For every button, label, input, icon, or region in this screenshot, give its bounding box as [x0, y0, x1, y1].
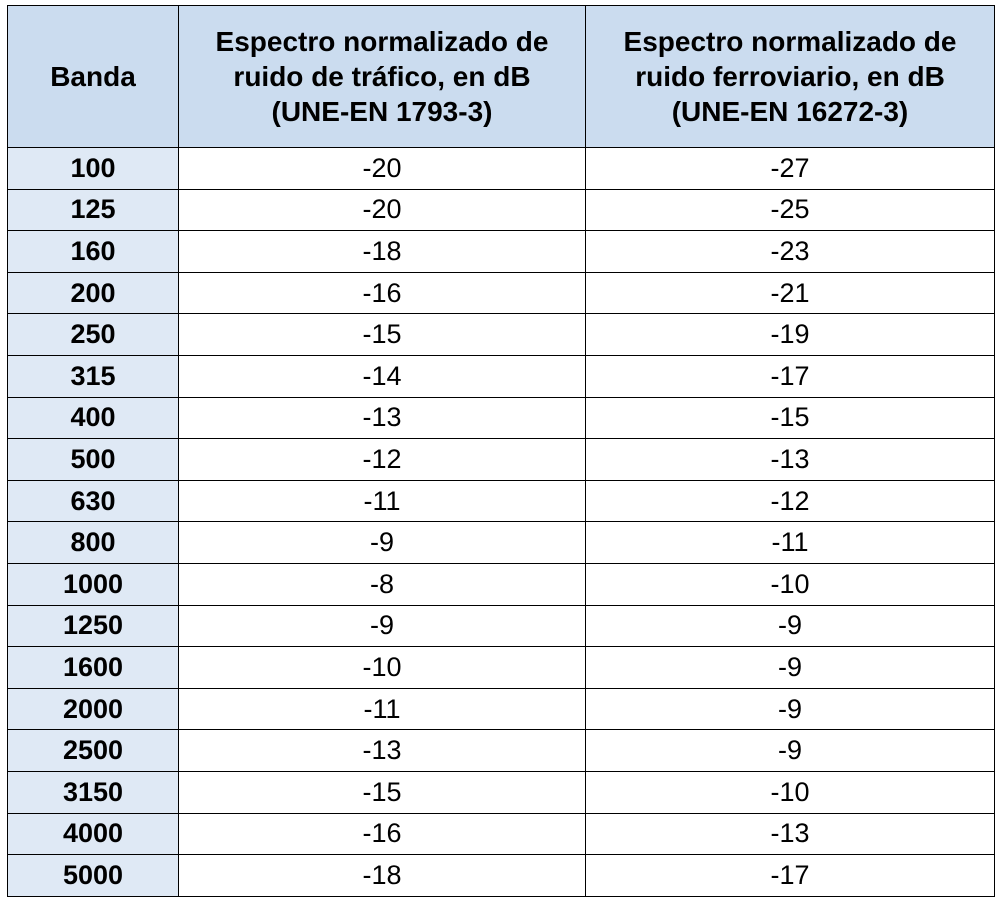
band-cell: 2500	[7, 729, 179, 772]
table-row: 2500 -13 -9	[7, 729, 995, 772]
rail-value-cell: -15	[585, 396, 995, 440]
table-body: 100 -20 -27 125 -20 -25 160 -18 -23 200 -16 -21 250-…	[7, 147, 995, 897]
rail-value-cell: -17	[585, 354, 995, 398]
band-cell: 160	[7, 230, 179, 273]
table-row: 4000 -16 -13	[7, 812, 995, 856]
header-line: Espectro normalizado de	[215, 26, 549, 57]
traffic-value-cell: -15	[178, 313, 586, 356]
traffic-value-cell: -9	[178, 521, 586, 564]
table-row: 3150 -15 -10	[7, 770, 995, 814]
table-row: 160 -18 -23	[7, 230, 995, 273]
traffic-value-cell: -15	[178, 770, 586, 814]
header-line: (UNE-EN 16272-3)	[671, 96, 909, 127]
rail-spectrum-column-header: Espectro normalizado de ruido ferroviari…	[585, 5, 995, 148]
table-row: 400 -13 -15	[7, 396, 995, 440]
traffic-value-cell: -11	[178, 479, 586, 523]
band-cell: 1600	[7, 646, 179, 689]
table-row: 630 -11 -12	[7, 479, 995, 523]
table-row: 315 -14 -17	[7, 354, 995, 398]
traffic-value-cell: -10	[178, 646, 586, 689]
rail-value-cell: -17	[585, 854, 995, 897]
rail-value-cell: -19	[585, 313, 995, 356]
table-row: 1000 -8 -10	[7, 562, 995, 606]
band-cell: 500	[7, 438, 179, 481]
traffic-value-cell: -20	[178, 188, 586, 232]
table-row: 2000 -11 -9	[7, 687, 995, 731]
rail-value-cell: -25	[585, 188, 995, 232]
band-cell: 630	[7, 479, 179, 523]
band-cell: 3150	[7, 770, 179, 814]
rail-value-cell: -21	[585, 271, 995, 315]
table-row: 125 -20 -25	[7, 188, 995, 232]
header-line: (UNE-EN 1793-3)	[271, 96, 493, 127]
traffic-value-cell: -18	[178, 854, 586, 897]
band-cell: 800	[7, 521, 179, 564]
rail-value-cell: -9	[585, 729, 995, 772]
traffic-value-cell: -9	[178, 604, 586, 648]
rail-value-cell: -11	[585, 521, 995, 564]
band-cell: 100	[7, 147, 179, 190]
rail-value-cell: -10	[585, 770, 995, 814]
table-row: 1250 -9 -9	[7, 604, 995, 648]
rail-value-cell: -9	[585, 646, 995, 689]
table-row: 100 -20 -27	[7, 147, 995, 190]
traffic-value-cell: -8	[178, 562, 586, 606]
rail-value-cell: -10	[585, 562, 995, 606]
traffic-value-cell: -11	[178, 687, 586, 731]
table-row: 5000 -18 -17	[7, 854, 995, 897]
traffic-value-cell: -16	[178, 271, 586, 315]
band-cell: 200	[7, 271, 179, 315]
band-cell: 125	[7, 188, 179, 232]
band-cell: 1250	[7, 604, 179, 648]
header-line: Espectro normalizado de	[623, 26, 957, 57]
noise-spectrum-table: Banda Espectro normalizado de ruido de t…	[7, 5, 995, 897]
header-row: Banda Espectro normalizado de ruido de t…	[7, 5, 995, 148]
traffic-value-cell: -18	[178, 230, 586, 273]
table-row: 1600 -10 -9	[7, 646, 995, 689]
rail-value-cell: -9	[585, 604, 995, 648]
table-row: 500 -12 -13	[7, 438, 995, 481]
traffic-value-cell: -16	[178, 812, 586, 856]
traffic-value-cell: -12	[178, 438, 586, 481]
traffic-value-cell: -13	[178, 396, 586, 440]
band-column-header: Banda	[7, 5, 179, 148]
rail-value-cell: -13	[585, 812, 995, 856]
band-cell: 315	[7, 354, 179, 398]
table-header: Banda Espectro normalizado de ruido de t…	[7, 5, 995, 148]
traffic-value-cell: -20	[178, 147, 586, 190]
table-row: 250 -15 -19	[7, 313, 995, 356]
band-cell: 400	[7, 396, 179, 440]
band-cell: 250	[7, 313, 179, 356]
header-line: ruido de tráfico, en dB	[233, 61, 531, 92]
band-cell: 4000	[7, 812, 179, 856]
table-row: 800 -9 -11	[7, 521, 995, 564]
band-cell: 1000	[7, 562, 179, 606]
header-line: ruido ferroviario, en dB	[635, 61, 945, 92]
traffic-value-cell: -14	[178, 354, 586, 398]
table-row: 200 -16 -21	[7, 271, 995, 315]
rail-value-cell: -13	[585, 438, 995, 481]
traffic-spectrum-column-header: Espectro normalizado de ruido de tráfico…	[178, 5, 586, 148]
band-cell: 5000	[7, 854, 179, 897]
band-cell: 2000	[7, 687, 179, 731]
traffic-value-cell: -13	[178, 729, 586, 772]
rail-value-cell: -23	[585, 230, 995, 273]
rail-value-cell: -9	[585, 687, 995, 731]
rail-value-cell: -12	[585, 479, 995, 523]
rail-value-cell: -27	[585, 147, 995, 190]
